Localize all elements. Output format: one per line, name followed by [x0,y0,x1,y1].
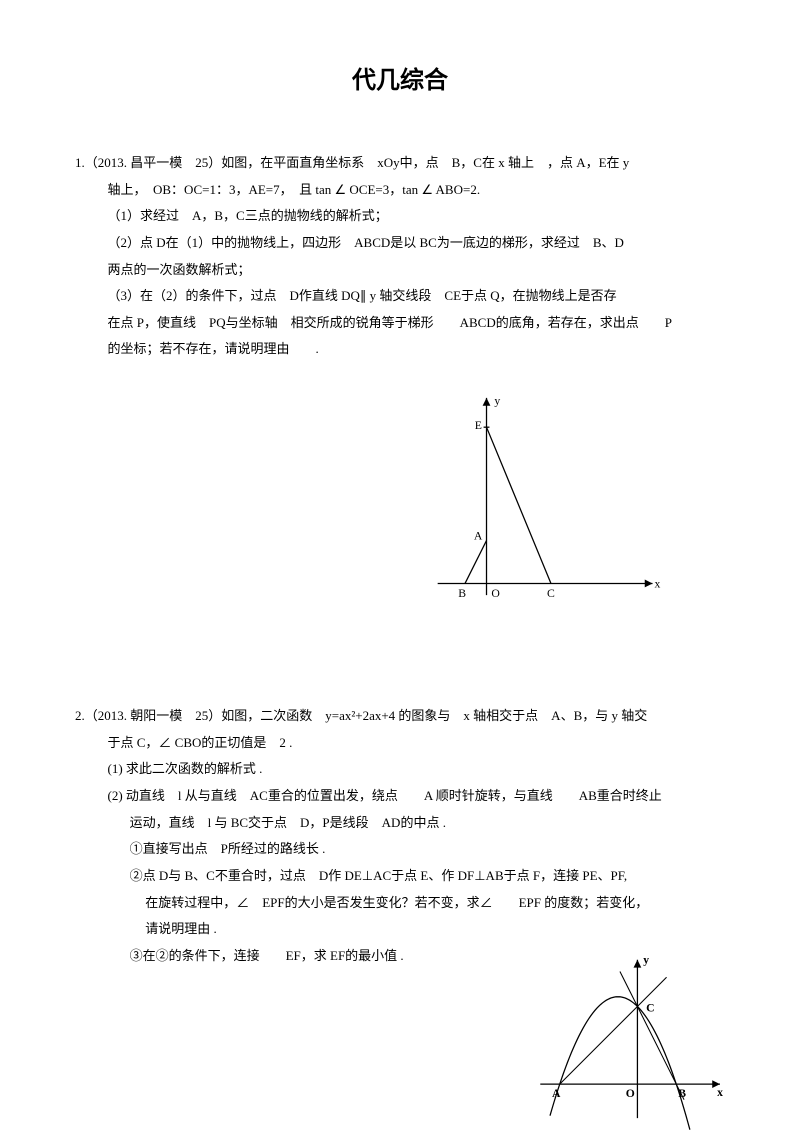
p2-line9: 请说明理由 . [75,916,725,943]
p1-line7: 在点 P，使直线 PQ与坐标轴 相交所成的锐角等于梯形 ABCD的底角，若存在，… [75,310,725,337]
p2-line1: 2.（2013. 朝阳一模 25）如图，二次函数 y=ax²+2ax+4 的图象… [75,703,725,730]
fig1-label-E: E [475,419,482,432]
fig1-label-y: y [494,395,500,408]
p1-line8: 的坐标；若不存在，请说明理由 . [75,336,725,363]
p1-line2: 轴上， OB：OC=1：3，AE=7， 且 tan ∠ OCE=3，tan ∠ … [75,177,725,204]
fig2-label-C: C [646,1001,654,1014]
fig1-label-C: C [547,587,555,600]
fig1-label-A: A [474,530,483,543]
figure-1-container: y x E A B O C [75,393,725,613]
p1-line3: （1）求经过 A，B，C三点的抛物线的解析式； [75,203,725,230]
figure-1: y x E A B O C [435,393,665,603]
fig2-label-O: O [626,1087,635,1100]
p2-line2: 于点 C，∠ CBO的正切值是 2 . [75,730,725,757]
p2-line6: ①直接写出点 P所经过的路线长 . [75,836,725,863]
fig2-label-A: A [552,1087,561,1100]
fig2-label-x: x [717,1086,723,1099]
p1-line6: （3）在（2）的条件下，过点 D作直线 DQ∥ y 轴交线段 CE于点 Q，在抛… [75,283,725,310]
p2-line7: ②点 D与 B、C不重合时，过点 D作 DE⊥AC于点 E、作 DF⊥AB于点 … [75,863,725,890]
p1-line5: 两点的一次函数解析式； [75,257,725,284]
p1-line1: 1.（2013. 昌平一模 25）如图，在平面直角坐标系 xOy中，点 B，C在… [75,150,725,177]
p2-line3c: ) 求此二次函数的解析式 . [118,761,262,776]
page-title: 代几综合 [75,60,725,95]
p2-line5: 运动，直线 l 与 BC交于点 D，P是线段 AD的中点 . [75,810,725,837]
problem-1: 1.（2013. 昌平一模 25）如图，在平面直角坐标系 xOy中，点 B，C在… [75,150,725,363]
p2-line8: 在旋转过程中，∠ EPF的大小是否发生变化？若不变，求∠ EPF 的度数；若变化… [75,890,725,917]
fig1-label-B: B [458,587,466,600]
fig1-label-x: x [655,577,661,590]
figure-2-container: y x A O B C [530,953,740,1123]
figure-2: y x A O B C [530,953,740,1123]
p2-line3: (1) 求此二次函数的解析式 . [75,756,725,783]
problem-2: 2.（2013. 朝阳一模 25）如图，二次函数 y=ax²+2ax+4 的图象… [75,703,725,969]
p1-line4: （2）点 D在（1）中的抛物线上，四边形 ABCD是以 BC为一底边的梯形，求经… [75,230,725,257]
p2-line4: (2) 动直线 l 从与直线 AC重合的位置出发，绕点 A 顺时针旋转，与直线 … [75,783,725,810]
fig2-label-B: B [678,1087,686,1100]
fig2-label-y: y [643,954,649,967]
fig1-label-O: O [491,587,499,600]
